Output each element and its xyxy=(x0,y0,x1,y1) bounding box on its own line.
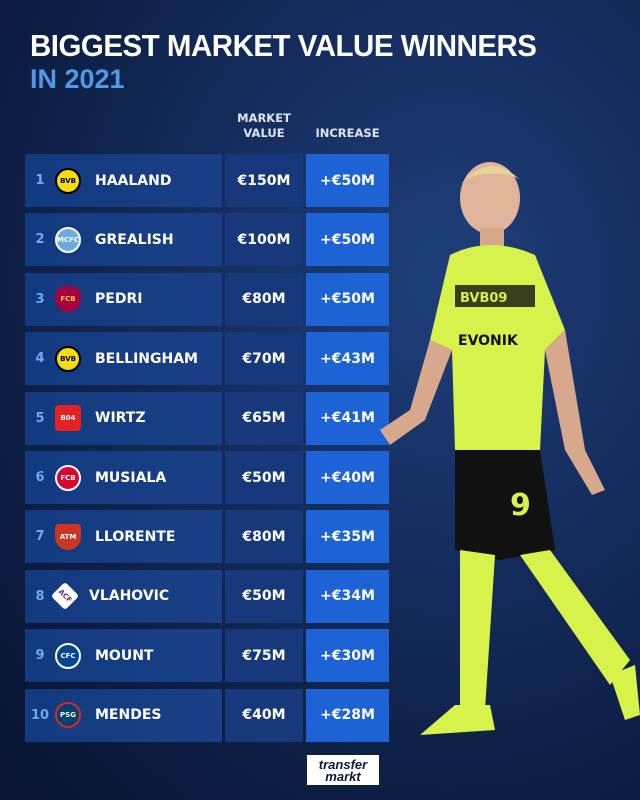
rank: 6 xyxy=(35,470,45,485)
player-name: MUSIALA xyxy=(95,469,167,486)
increase-value: +€43M xyxy=(306,332,389,386)
table-row: 3 FCB PEDRI €80M +€50M xyxy=(25,272,389,326)
increase-value: +€41M xyxy=(306,391,389,445)
market-value: €65M xyxy=(225,391,303,445)
bvb-crest-icon: BVB xyxy=(55,345,81,372)
player-photo: 9 BVB09 EVONIK xyxy=(380,162,640,735)
player-cell: 7 ATM LLORENTE xyxy=(25,510,222,564)
player-cell: 4 BVB BELLINGHAM xyxy=(25,332,222,386)
increase-value: +€35M xyxy=(306,510,389,564)
player-name: PEDRI xyxy=(95,291,143,308)
header-market-value: MARKET VALUE xyxy=(225,111,303,141)
svg-text:9: 9 xyxy=(510,488,531,523)
leverkusen-crest-icon: B04 xyxy=(55,405,81,432)
rank: 9 xyxy=(35,648,45,664)
player-name: VLAHOVIC xyxy=(89,588,170,605)
player-cell: 10 PSG MENDES xyxy=(25,688,222,742)
increase-value: +€28M xyxy=(306,688,389,742)
barcelona-crest-icon: FCB xyxy=(55,286,81,313)
table-row: 2 MCFC GREALISH €100M +€50M xyxy=(25,213,389,267)
chelsea-crest-icon: CFC xyxy=(55,642,81,669)
table-row: 1 BVB HAALAND €150M +€50M xyxy=(25,154,389,207)
increase-value: +€34M xyxy=(306,569,389,623)
player-cell: 8 ACF VLAHOVIC xyxy=(25,569,222,623)
rank: 3 xyxy=(35,291,45,307)
market-value: €70M xyxy=(225,332,303,386)
rank: 4 xyxy=(35,351,45,367)
player-cell: 9 CFC MOUNT xyxy=(25,629,222,683)
market-value: €50M xyxy=(225,451,303,504)
player-cell: 2 MCFC GREALISH xyxy=(25,213,222,267)
bayern-crest-icon: FCB xyxy=(55,464,81,491)
transfermarkt-logo: transfer markt xyxy=(307,755,379,785)
market-value: €75M xyxy=(225,629,303,683)
table-row: 8 ACF VLAHOVIC €50M +€34M xyxy=(25,569,389,623)
rank: 5 xyxy=(35,410,45,426)
man-city-crest-icon: MCFC xyxy=(55,226,81,253)
increase-value: +€50M xyxy=(306,272,389,326)
player-name: HAALAND xyxy=(95,172,172,189)
player-name: MOUNT xyxy=(95,647,154,664)
svg-text:EVONIK: EVONIK xyxy=(458,333,519,349)
player-name: MENDES xyxy=(95,707,162,724)
header-increase: INCREASE xyxy=(315,126,380,140)
market-value: €80M xyxy=(225,272,303,326)
atletico-crest-icon: ATM xyxy=(55,523,81,550)
increase-value: +€30M xyxy=(306,629,389,683)
market-value: €150M xyxy=(225,154,303,207)
header-line: MARKET xyxy=(237,111,291,125)
rank: 8 xyxy=(35,588,45,604)
table-row: 7 ATM LLORENTE €80M +€35M xyxy=(25,510,389,564)
svg-text:BVB09: BVB09 xyxy=(460,291,507,306)
increase-value: +€50M xyxy=(306,213,389,267)
header-line: VALUE xyxy=(243,126,285,140)
increase-value: +€40M xyxy=(306,451,389,504)
increase-value: +€50M xyxy=(306,154,389,207)
player-cell: 3 FCB PEDRI xyxy=(25,272,222,326)
player-cell: 6 FCB MUSIALA xyxy=(25,451,222,504)
table-row: 5 B04 WIRTZ €65M +€41M xyxy=(25,391,389,445)
player-name: BELLINGHAM xyxy=(95,350,198,367)
table-row: 4 BVB BELLINGHAM €70M +€43M xyxy=(25,332,389,386)
page-subtitle: IN 2021 xyxy=(30,64,125,94)
player-name: LLORENTE xyxy=(95,528,176,545)
player-cell: 5 B04 WIRTZ xyxy=(25,391,222,445)
fiorentina-crest-icon: ACF xyxy=(50,582,80,611)
market-value: €100M xyxy=(225,213,303,267)
bvb-crest-icon: BVB xyxy=(55,167,81,194)
rank: 1 xyxy=(35,173,45,188)
page-title: BIGGEST MARKET VALUE WINNERS xyxy=(30,28,537,63)
psg-crest-icon: PSG xyxy=(55,702,81,729)
player-name: WIRTZ xyxy=(95,410,146,427)
player-cell: 1 BVB HAALAND xyxy=(25,154,222,207)
player-name: GREALISH xyxy=(95,231,174,248)
market-value: €40M xyxy=(225,688,303,742)
rank: 10 xyxy=(30,707,50,723)
table-row: 10 PSG MENDES €40M +€28M xyxy=(25,688,389,742)
rank: 7 xyxy=(35,529,45,545)
market-value: €50M xyxy=(225,569,303,623)
market-value: €80M xyxy=(225,510,303,564)
table-row: 6 FCB MUSIALA €50M +€40M xyxy=(25,451,389,504)
table-row: 9 CFC MOUNT €75M +€30M xyxy=(25,629,389,683)
rank: 2 xyxy=(35,232,45,248)
